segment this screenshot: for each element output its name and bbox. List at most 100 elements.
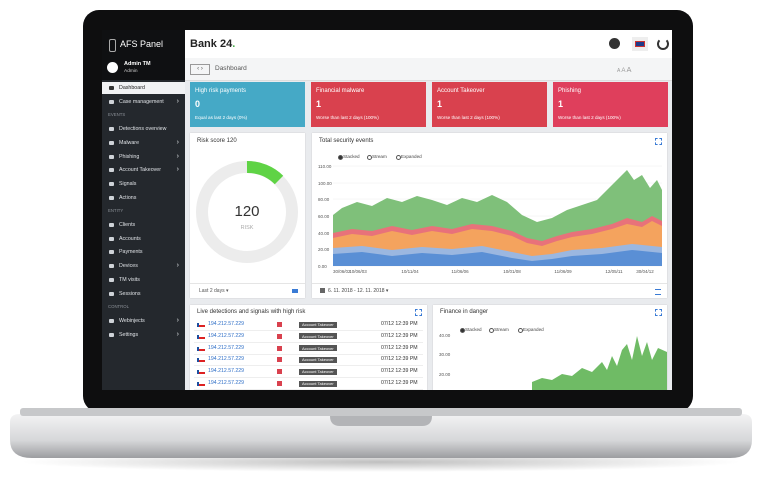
header bbox=[185, 30, 672, 58]
avatar[interactable] bbox=[107, 62, 118, 73]
nav-item[interactable]: Actions bbox=[102, 192, 185, 204]
risk-panel: Risk score 120 Last 2 days bbox=[190, 133, 305, 298]
legend-option[interactable]: Stacked bbox=[460, 327, 482, 333]
logo-icon bbox=[109, 39, 116, 52]
breadcrumb: Dashboard bbox=[215, 65, 247, 72]
flag bbox=[635, 41, 645, 47]
panel-title: Risk score 120 bbox=[197, 138, 237, 144]
font-size[interactable]: A bbox=[617, 68, 621, 74]
nav-item[interactable]: Phishing bbox=[102, 151, 185, 163]
panel-title: Total security events bbox=[319, 138, 374, 144]
row-line bbox=[194, 389, 423, 390]
expand-icon[interactable] bbox=[655, 138, 662, 145]
nav-item[interactable]: Signals bbox=[102, 178, 185, 190]
card-note: Worse than last 2 days (100%) bbox=[316, 115, 379, 120]
nav-item[interactable]: Sessions bbox=[102, 288, 185, 300]
x-tick-label: 11/06/09 bbox=[554, 269, 572, 274]
nav-item[interactable]: Settings bbox=[102, 329, 185, 341]
nav-item[interactable]: Case management bbox=[102, 96, 185, 108]
expand-icon[interactable] bbox=[415, 309, 422, 316]
ip[interactable]: 194.212.57.229 bbox=[208, 368, 245, 375]
nav-item[interactable]: Clients bbox=[102, 219, 185, 231]
nav-label: Devices bbox=[119, 263, 138, 270]
risk-badge bbox=[277, 322, 282, 327]
risk-badge bbox=[277, 357, 282, 363]
x-tick-label: 12/05/11 bbox=[605, 269, 623, 274]
date-range[interactable]: 6. 11. 2018 - 12. 11. 2018 bbox=[328, 288, 388, 294]
stat-card[interactable]: Financial malware 1 Worse than last 2 days… bbox=[311, 82, 426, 127]
tag: Account Takeover bbox=[299, 345, 337, 352]
nav-item[interactable]: Detections overview bbox=[102, 123, 185, 135]
time: 07/12 12:39 PM bbox=[381, 356, 418, 363]
tag: Account Takeover bbox=[299, 368, 337, 375]
area bbox=[333, 250, 662, 266]
tag: Account Takeover bbox=[299, 356, 337, 363]
nav-icon bbox=[109, 223, 114, 227]
x-tick-label: 10/01/08 bbox=[503, 269, 521, 274]
time: 07/12 12:39 PM bbox=[381, 332, 418, 339]
legend-option[interactable]: Stream bbox=[367, 154, 387, 160]
radio bbox=[396, 155, 401, 160]
card-value: 0 bbox=[195, 99, 201, 109]
card-title: High risk payments bbox=[195, 88, 247, 94]
legend-option[interactable]: Stacked bbox=[338, 154, 360, 160]
flag bbox=[197, 358, 205, 363]
panel-title: Finance in danger bbox=[440, 309, 489, 315]
nav-item[interactable]: Devices bbox=[102, 260, 185, 272]
font-size[interactable]: A bbox=[626, 65, 632, 74]
ip[interactable]: 194.212.57.229 bbox=[208, 332, 245, 339]
nav-item[interactable]: Dashboard bbox=[102, 82, 185, 94]
nav-section: EVENTS bbox=[108, 112, 126, 118]
radio bbox=[489, 328, 494, 333]
y-tick-label: 20.00 bbox=[318, 247, 330, 252]
ip[interactable]: 194.212.57.229 bbox=[208, 356, 245, 363]
language[interactable] bbox=[632, 37, 648, 51]
events-areas bbox=[333, 170, 662, 266]
ip[interactable]: 194.212.57.229 bbox=[208, 321, 245, 327]
ip[interactable]: 194.212.57.229 bbox=[208, 344, 245, 351]
card-value: 1 bbox=[558, 99, 564, 109]
radio bbox=[338, 155, 343, 160]
power-icon[interactable] bbox=[657, 38, 669, 50]
screen: AFS Panel Admin TM Admin Dashboard Case m… bbox=[102, 30, 672, 390]
nav-label: Malware bbox=[119, 139, 140, 146]
user-name: Admin TM bbox=[124, 61, 151, 67]
radio bbox=[367, 155, 372, 160]
nav-item[interactable]: Malware bbox=[102, 137, 185, 149]
y-tick-label: 40.00 bbox=[439, 333, 451, 338]
row-line bbox=[194, 341, 423, 343]
ip[interactable]: 194.212.57.229 bbox=[208, 380, 245, 386]
expand-icon[interactable] bbox=[655, 309, 662, 316]
nav-label: Case management bbox=[119, 98, 164, 105]
calendar-icon bbox=[320, 288, 325, 293]
y-tick-label: 80.00 bbox=[318, 197, 330, 202]
nav-item[interactable]: Accounts bbox=[102, 233, 185, 245]
brand-name: Bank 24 bbox=[190, 38, 233, 50]
row-line bbox=[194, 365, 423, 367]
font-size[interactable]: A bbox=[621, 67, 626, 74]
flag bbox=[197, 323, 205, 327]
nav-item[interactable]: Account Takeover bbox=[102, 164, 185, 176]
stat-card[interactable]: Account Takeover 1 Worse than last 2 days … bbox=[432, 82, 547, 127]
y-tick-label: 0.00 bbox=[318, 264, 327, 269]
nav-item[interactable]: Payments bbox=[102, 246, 185, 258]
user-icon[interactable] bbox=[609, 38, 620, 49]
menu-icon[interactable] bbox=[655, 289, 661, 295]
legend-option[interactable]: Expanded bbox=[396, 154, 422, 160]
legend-option[interactable]: Stream bbox=[489, 327, 509, 333]
y-tick-label: 40.00 bbox=[318, 231, 330, 236]
nav-buttons[interactable]: ‹ › bbox=[190, 64, 210, 75]
font-size-controls[interactable]: AAA bbox=[617, 65, 632, 74]
legend-option[interactable]: Expanded bbox=[518, 327, 544, 333]
stat-card[interactable]: High risk payments 0 Equal as last 2 days … bbox=[190, 82, 305, 127]
tag: Account Takeover bbox=[299, 333, 337, 340]
nav-item[interactable]: Webinjects bbox=[102, 315, 185, 327]
radio bbox=[518, 328, 523, 333]
nav-label: Account Takeover bbox=[119, 167, 162, 174]
nav-item[interactable]: TM visits bbox=[102, 274, 185, 286]
chart-icon[interactable] bbox=[292, 289, 298, 293]
nav-icon bbox=[109, 154, 114, 159]
nav-icon bbox=[109, 236, 114, 241]
stat-card[interactable]: Phishing 1 Worse than last 2 days (100%) bbox=[553, 82, 668, 127]
period-select[interactable]: Last 2 days bbox=[199, 288, 228, 294]
